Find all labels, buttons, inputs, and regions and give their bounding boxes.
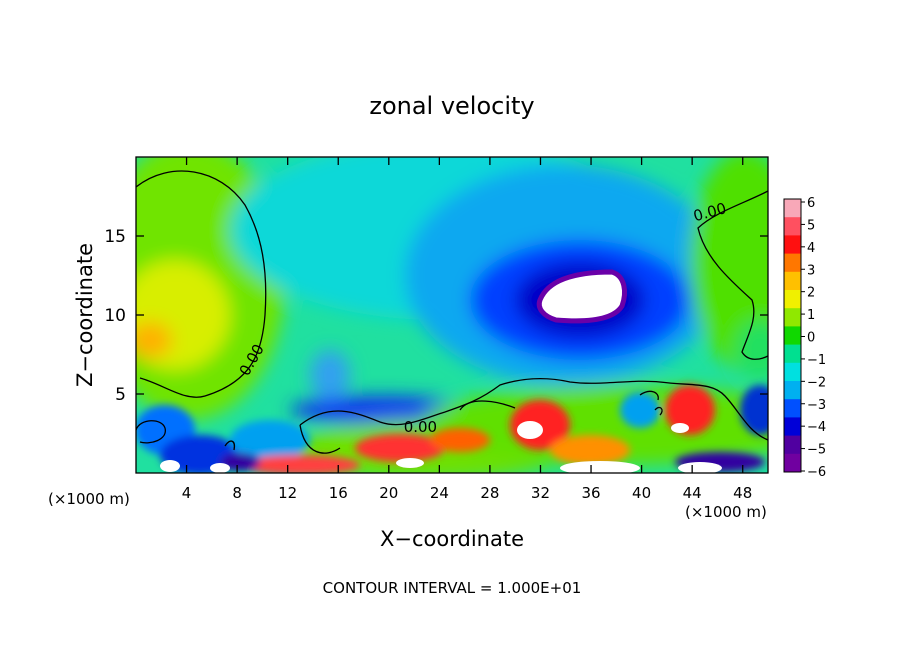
colorbar-swatch (784, 435, 801, 455)
zero-contours (136, 170, 768, 454)
y-tick-label: 10 (104, 306, 126, 326)
chart-title: zonal velocity (369, 92, 534, 120)
colorbar-swatch (784, 381, 801, 400)
x-tick-label: 44 (683, 484, 702, 502)
x-tick-label: 24 (430, 484, 449, 502)
colorbar-tick-label: 2 (807, 286, 815, 301)
colorbar-tick-label: 5 (807, 218, 815, 233)
x-tick-label: 16 (329, 484, 348, 502)
colorbar-tick-label: 0 (807, 331, 815, 346)
x-axis-label: X−coordinate (380, 527, 524, 551)
x-axis-ticks: 4 8 12 16 20 24 28 32 36 40 44 48 (182, 157, 752, 502)
colorbar-tick-label: −5 (807, 443, 826, 458)
contour-interval-footer: CONTOUR INTERVAL = 1.000E+01 (323, 579, 582, 597)
colorbar-tick-label: −1 (807, 353, 826, 368)
colorbar-swatch (784, 290, 801, 309)
y-tick-label: 5 (115, 385, 126, 405)
x-tick-label: 4 (182, 484, 192, 502)
colorbar-swatch (784, 362, 801, 382)
colorbar-tick-label: 1 (807, 308, 815, 323)
x-tick-label: 28 (480, 484, 499, 502)
x-tick-label: 12 (278, 484, 297, 502)
colorbar-swatch (784, 417, 801, 437)
colorbar-tick-label: −6 (807, 465, 826, 480)
colorbar-swatch (784, 399, 801, 418)
colorbar-swatch (784, 344, 801, 364)
y-tick-label: 15 (104, 227, 126, 247)
x-tick-label: 48 (733, 484, 752, 502)
colorbar-swatch (784, 271, 801, 291)
contour-labels: 0.000.000.00 (236, 199, 729, 436)
colorbar-swatch (784, 326, 801, 346)
x-tick-label: 40 (632, 484, 651, 502)
x-unit-right: (×1000 m) (685, 503, 767, 521)
colorbar-swatch (784, 217, 801, 236)
colorbar-swatch (784, 199, 801, 218)
contour-label: 0.00 (404, 418, 437, 436)
colorbar-tick-label: 6 (807, 196, 815, 211)
colorbar-swatch (784, 235, 801, 255)
colorbar-tick-label: 4 (807, 241, 815, 256)
x-tick-label: 20 (379, 484, 398, 502)
x-tick-label: 32 (531, 484, 550, 502)
colorbar-tick-label: 3 (807, 263, 815, 278)
x-unit-left: (×1000 m) (48, 490, 130, 508)
colorbar-tick-label: −3 (807, 398, 826, 413)
y-axis-label: Z−coordinate (73, 243, 97, 387)
x-tick-label: 36 (581, 484, 600, 502)
y-axis-ticks: 5 10 15 (104, 227, 768, 405)
x-tick-label: 8 (232, 484, 242, 502)
colorbar-frame (783, 198, 802, 473)
colorbar-swatch (784, 253, 801, 273)
colorbar-swatch (784, 453, 801, 473)
colorbar-swatch (784, 308, 801, 327)
colorbar: 6 5 4 3 2 1 0 −1 −2 −3 −4 −5 −6 (783, 196, 826, 480)
colorbar-tick-label: −4 (807, 420, 826, 435)
colorbar-tick-label: −2 (807, 375, 826, 390)
velocity-field (136, 157, 768, 473)
